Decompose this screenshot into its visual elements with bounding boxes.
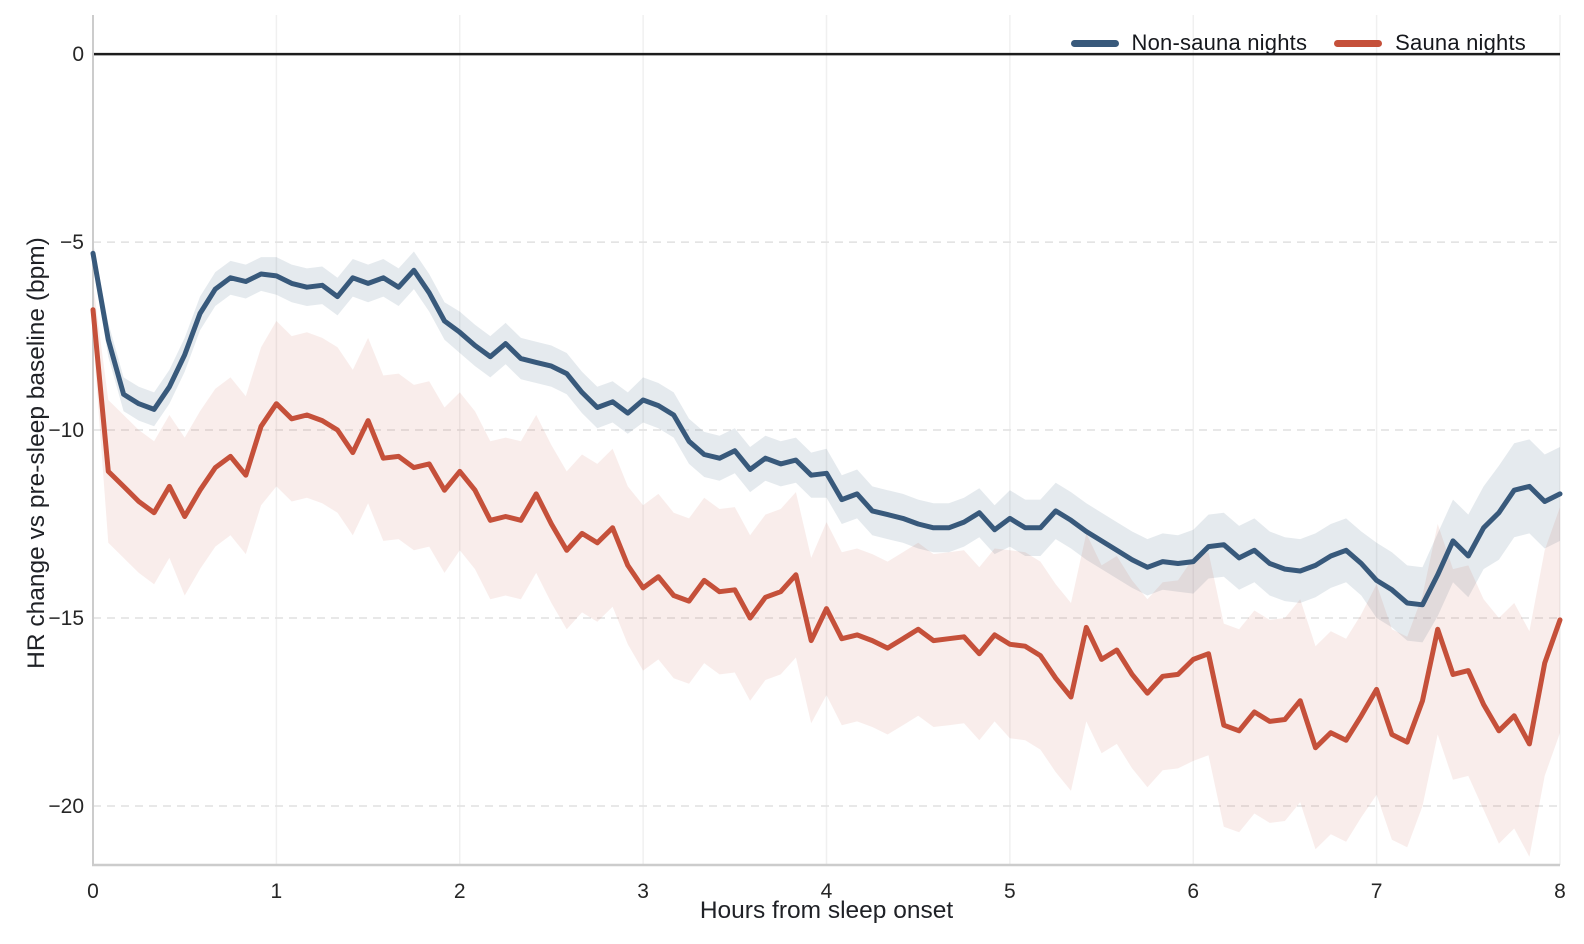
x-tick-label: 5 — [1004, 880, 1016, 903]
legend-label-sauna: Sauna nights — [1395, 30, 1526, 55]
y-tick-label: −20 — [48, 795, 84, 818]
x-tick-label: 6 — [1187, 880, 1199, 903]
x-tick-label: 7 — [1371, 880, 1383, 903]
nonsauna-line — [90, 250, 1563, 608]
x-tick-label: 8 — [1554, 880, 1566, 903]
y-tick-label: −10 — [48, 419, 84, 442]
x-tick-label: 0 — [87, 880, 99, 903]
nonsauna-confidence-band — [93, 242, 1560, 643]
y-tick-label: 0 — [72, 43, 84, 66]
y-tick-label: −15 — [48, 607, 84, 630]
legend-label-nonsauna: Non-sauna nights — [1131, 30, 1308, 55]
x-tick-label: 3 — [637, 880, 649, 903]
sauna-line — [90, 307, 1563, 751]
sauna-line-swatch — [1334, 39, 1383, 47]
y-tick-label: −5 — [60, 231, 84, 254]
x-tick-label: 1 — [271, 880, 283, 903]
legend-item-sauna: Sauna nights — [1334, 30, 1526, 56]
nonsauna-line-swatch — [1070, 39, 1119, 47]
legend-item-nonsauna: Non-sauna nights — [1070, 30, 1308, 56]
x-axis-title: Hours from sleep onset — [699, 897, 954, 924]
sauna-confidence-band — [93, 283, 1560, 857]
y-axis-title: HR change vs pre-sleep baseline (bpm) — [23, 237, 50, 669]
legend: Non-sauna nights Sauna nights — [1070, 30, 1527, 56]
x-tick-label: 4 — [821, 880, 833, 903]
x-tick-label: 2 — [454, 880, 466, 903]
